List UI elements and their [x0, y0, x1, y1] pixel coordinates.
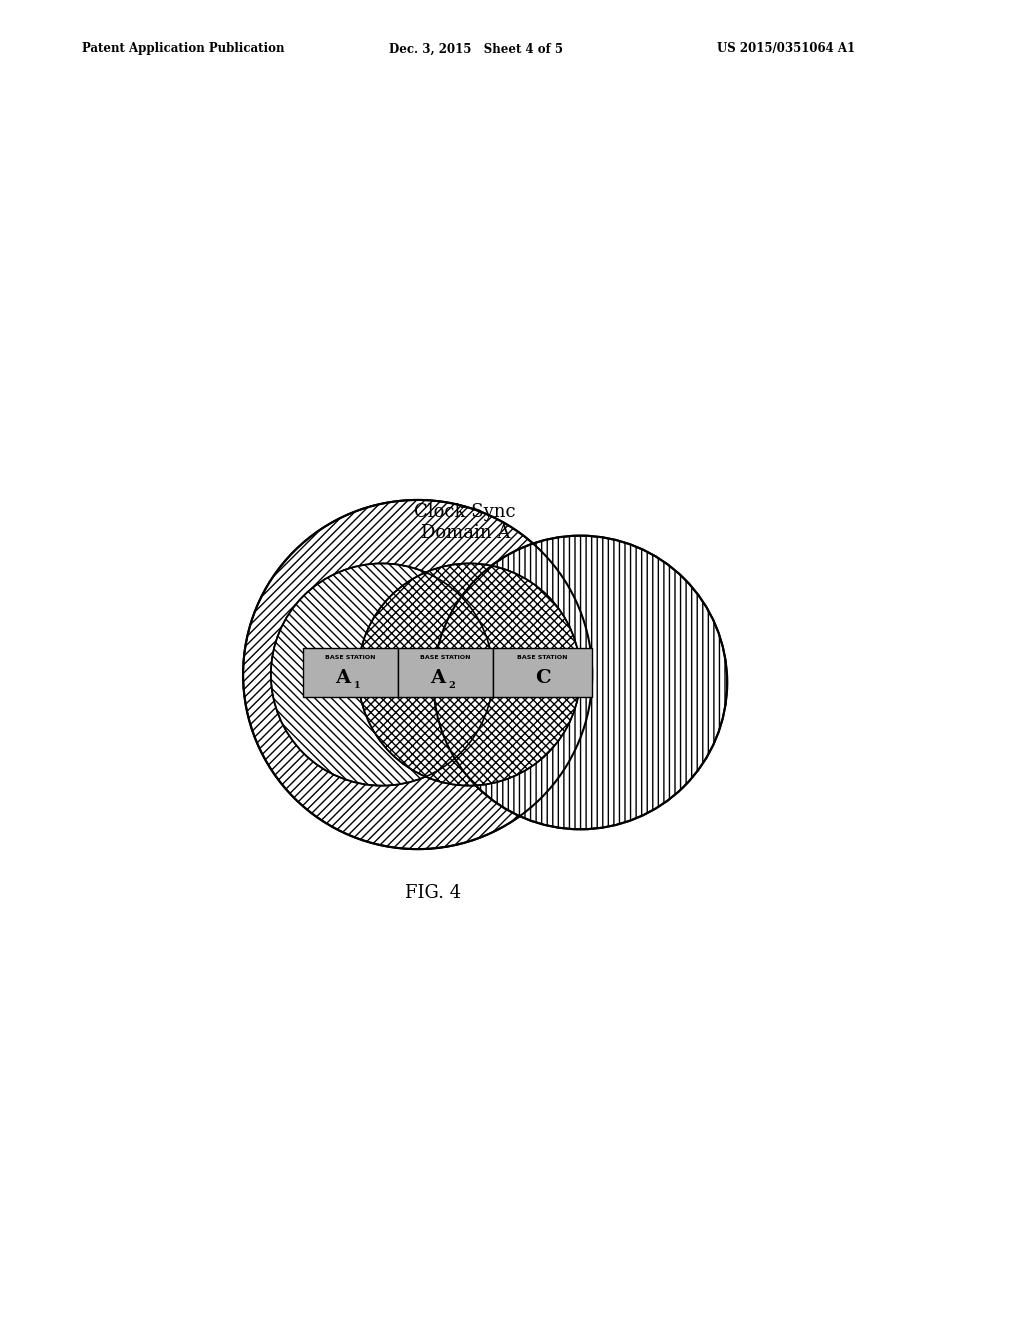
Circle shape: [433, 536, 727, 829]
Text: BASE STATION: BASE STATION: [325, 655, 376, 660]
Text: 2: 2: [449, 681, 456, 690]
FancyBboxPatch shape: [303, 648, 397, 697]
Text: A: A: [335, 669, 350, 686]
Text: Dec. 3, 2015   Sheet 4 of 5: Dec. 3, 2015 Sheet 4 of 5: [389, 42, 563, 55]
Text: BASE STATION: BASE STATION: [420, 655, 471, 660]
Text: BASE STATION: BASE STATION: [517, 655, 568, 660]
Text: US 2015/0351064 A1: US 2015/0351064 A1: [717, 42, 855, 55]
Text: Patent Application Publication: Patent Application Publication: [82, 42, 285, 55]
Text: Domain A: Domain A: [421, 524, 510, 543]
Circle shape: [270, 564, 494, 785]
Text: Clock Sync: Clock Sync: [415, 503, 516, 521]
Text: FIG. 4: FIG. 4: [406, 884, 462, 902]
Text: 1: 1: [353, 681, 360, 690]
FancyBboxPatch shape: [397, 648, 494, 697]
Text: A: A: [430, 669, 445, 686]
Text: C: C: [535, 669, 551, 686]
Circle shape: [243, 500, 592, 849]
Circle shape: [358, 564, 581, 785]
FancyBboxPatch shape: [494, 648, 592, 697]
